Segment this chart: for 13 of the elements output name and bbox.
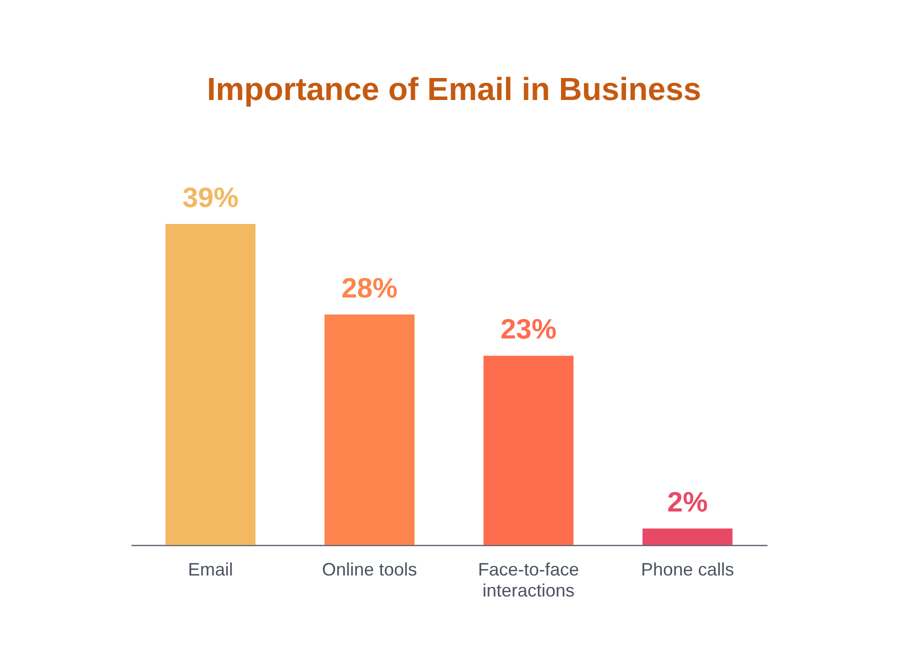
bar bbox=[484, 356, 574, 545]
bar bbox=[166, 224, 256, 545]
data-label: 28% bbox=[341, 272, 398, 304]
data-label: 39% bbox=[182, 182, 239, 213]
x-tick-label: Phone calls bbox=[640, 560, 734, 580]
data-label: 2% bbox=[667, 486, 708, 518]
x-tick-label: Face-to-face interactions bbox=[478, 560, 580, 600]
x-tick-label: Email bbox=[188, 560, 234, 580]
chart-title: Importance of Email in Business bbox=[206, 71, 702, 107]
data-label: 23% bbox=[500, 314, 557, 345]
bar bbox=[642, 528, 732, 545]
x-tick-label: Online tools bbox=[322, 560, 418, 580]
bar bbox=[324, 314, 414, 545]
